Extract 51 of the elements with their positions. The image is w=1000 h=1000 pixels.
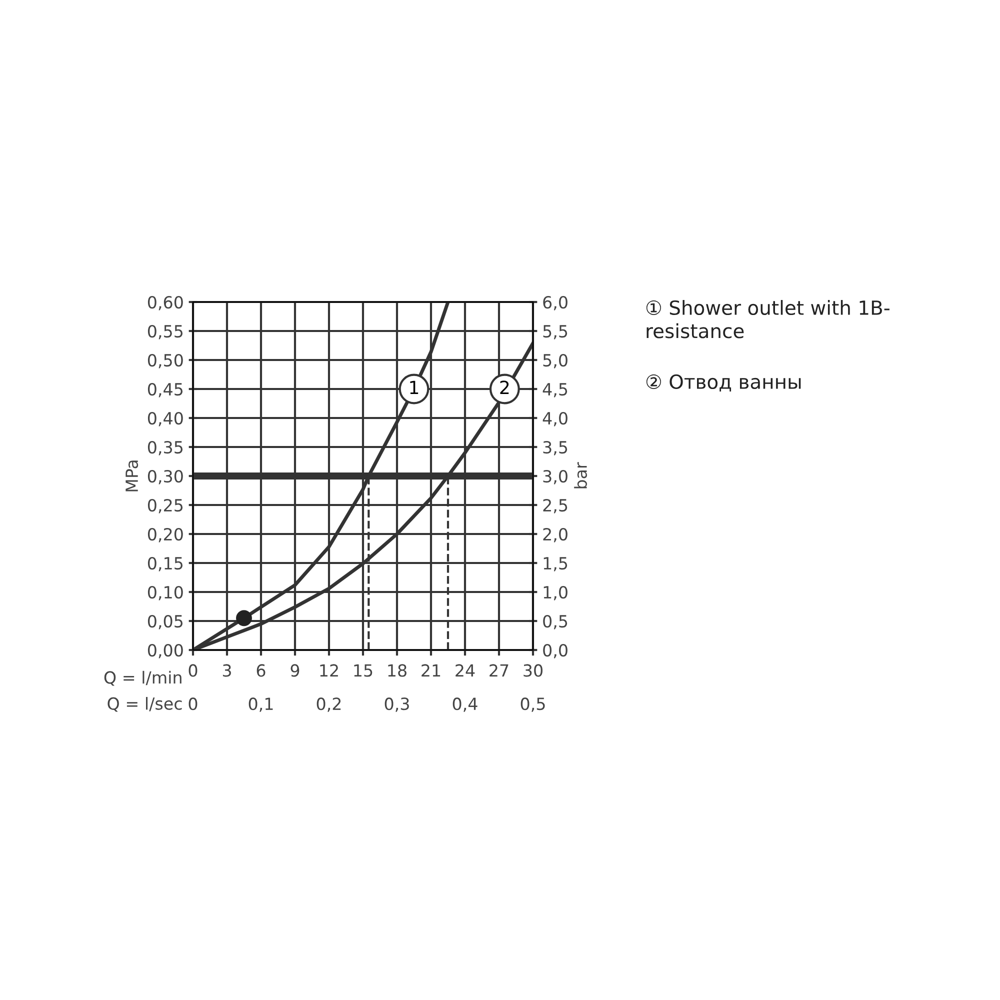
- x-tick-label: 27: [490, 664, 508, 677]
- y2-tick-label: 2,0: [543, 528, 568, 542]
- y2-tick-label: 1,5: [544, 557, 568, 572]
- y-tick-label: 0,55: [148, 324, 183, 340]
- y-tick-label: 0,15: [148, 556, 183, 572]
- y-tick-label: 0,20: [148, 528, 183, 542]
- x2-axis-title: Q = l/sec: [108, 696, 182, 712]
- x2-tick-label: 0,1: [248, 698, 273, 712]
- annotation: 2: [500, 380, 509, 394]
- y2-tick-label: 5,5: [543, 325, 568, 340]
- x-tick-label: 3: [222, 664, 231, 677]
- text: ② Отвод ванны: [646, 374, 801, 392]
- y2-tick-label: 2,5: [543, 498, 568, 514]
- x-tick-label: 6: [256, 664, 266, 677]
- x-tick-label: 12: [320, 664, 338, 677]
- y2-tick-label: 5,0: [543, 354, 568, 368]
- y-tick-label: 0,05: [148, 614, 183, 630]
- y-tick-label: 0,30: [148, 470, 183, 484]
- y2-tick-label: 4,0: [542, 412, 568, 426]
- x2-tick-label: 0,5: [520, 698, 545, 712]
- y2-axis-title: bar: [574, 462, 587, 488]
- y-axis-title: MPa: [126, 460, 138, 492]
- y2-tick-label: 3,0: [543, 470, 568, 484]
- y2-tick-label: 3,5: [543, 440, 568, 456]
- y-tick-label: 0,50: [148, 354, 183, 368]
- x-axis-title: Q = l/min: [104, 670, 182, 686]
- x2-tick-label: 0: [188, 698, 198, 710]
- x-tick-label: 15: [354, 664, 372, 677]
- x-tick-label: 24: [456, 664, 475, 677]
- y2-tick-label: 6,0: [543, 296, 568, 310]
- y2-tick-label: 0,5: [543, 614, 568, 630]
- y-tick-label: 0,40: [148, 412, 183, 426]
- y-tick-label: 0,25: [148, 498, 183, 514]
- x-tick-label: 30: [524, 664, 542, 677]
- annotation: 1: [410, 380, 418, 394]
- text: ① Shower outlet with 1B- resistance: [646, 300, 890, 338]
- x-tick-label: 21: [422, 664, 440, 677]
- y2-tick-label: 4,5: [542, 383, 568, 398]
- x2-tick-label: 0,3: [384, 698, 409, 712]
- y-tick-label: 0,60: [148, 296, 183, 310]
- y-tick-label: 0,10: [148, 586, 183, 600]
- x2-tick-label: 0,2: [316, 698, 341, 712]
- y-tick-label: 0,35: [148, 440, 183, 456]
- y2-tick-label: 1,0: [544, 586, 568, 600]
- x-tick-label: 18: [388, 664, 406, 677]
- x-tick-label: 0: [188, 664, 198, 677]
- y2-tick-label: 0,0: [543, 644, 568, 658]
- y-tick-label: 0,45: [148, 382, 183, 398]
- y-tick-label: 0,00: [148, 644, 183, 658]
- x2-tick-label: 0,4: [452, 698, 478, 712]
- x-tick-label: 9: [290, 664, 300, 677]
